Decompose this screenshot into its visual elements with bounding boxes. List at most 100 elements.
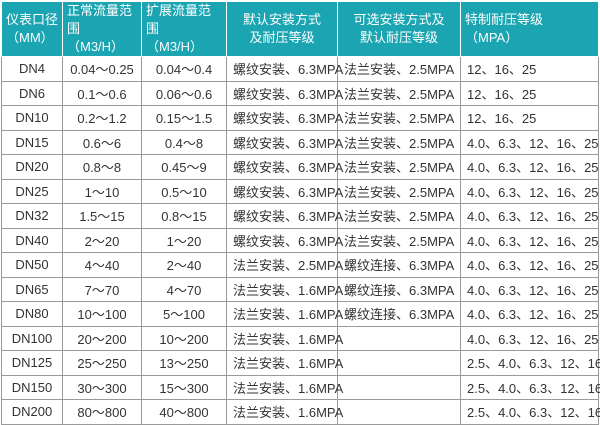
cell-normal-flow: 0.2～1.2 bbox=[62, 105, 142, 131]
table-row: DN50 4～40 2～40 法兰安装、2.5MPA 螺纹连接、6.3MPA 4.0、6.… bbox=[1, 252, 599, 278]
cell-default-install: 螺纹安装、6.3MPA bbox=[226, 105, 343, 131]
cell-special-pressure: 4.0、6.3、12、16、25 bbox=[460, 252, 599, 278]
header-line: （M3/H） bbox=[146, 39, 204, 54]
cell-default-install: 螺纹安装、6.3MPA bbox=[226, 178, 343, 204]
cell-optional-install bbox=[337, 350, 461, 376]
cell-optional-install: 螺纹连接、6.3MPA bbox=[337, 252, 461, 278]
header-line: 扩展流量范围 bbox=[146, 3, 212, 36]
cell-default-install: 法兰安装、1.6MPA bbox=[226, 399, 343, 425]
cell-diameter: DN50 bbox=[1, 252, 63, 278]
header-line: 默认耐压等级 bbox=[359, 30, 438, 45]
cell-normal-flow: 0.1～0.6 bbox=[62, 80, 142, 106]
cell-default-install: 法兰安装、1.6MPA bbox=[226, 374, 343, 400]
cell-optional-install bbox=[337, 374, 461, 400]
cell-diameter: DN80 bbox=[1, 301, 63, 327]
cell-optional-install: 法兰安装、2.5MPA bbox=[337, 154, 461, 180]
header-line: 及耐压等级 bbox=[249, 30, 315, 45]
table-row: DN10 0.2～1.2 0.15～1.5 螺纹安装、6.3MPA 法兰安装、2.5MP… bbox=[1, 105, 599, 131]
cell-special-pressure: 2.5、4.0、6.3、12、16 bbox=[460, 350, 600, 376]
cell-special-pressure: 12、16、25 bbox=[460, 80, 599, 106]
cell-extended-flow: 0.04～0.4 bbox=[141, 56, 227, 82]
cell-normal-flow: 0.04～0.25 bbox=[62, 56, 142, 82]
table-row: DN65 7～70 4～70 法兰安装、1.6MPA 螺纹连接、6.3MPA 4.0、6.… bbox=[1, 276, 599, 302]
cell-diameter: DN10 bbox=[1, 105, 63, 131]
cell-normal-flow: 0.8～8 bbox=[62, 154, 142, 180]
cell-normal-flow: 1.5～15 bbox=[62, 203, 142, 229]
cell-special-pressure: 4.0、6.3、12、16、25 bbox=[460, 129, 599, 155]
cell-extended-flow: 10～200 bbox=[141, 325, 227, 351]
cell-normal-flow: 2～20 bbox=[62, 227, 142, 253]
cell-extended-flow: 13～250 bbox=[141, 350, 227, 376]
cell-extended-flow: 15～300 bbox=[141, 374, 227, 400]
cell-normal-flow: 1～10 bbox=[62, 178, 142, 204]
table-row: DN15 0.6～6 0.4～8 螺纹安装、6.3MPA 法兰安装、2.5MPA 4.0、… bbox=[1, 129, 599, 155]
cell-optional-install bbox=[337, 399, 461, 425]
header-line: 默认安装方式 bbox=[242, 12, 321, 27]
cell-default-install: 螺纹安装、6.3MPA bbox=[226, 227, 343, 253]
table-row: DN200 80～800 40～800 法兰安装、1.6MPA 2.5、4.0、6.3、… bbox=[1, 399, 600, 425]
cell-special-pressure: 4.0、6.3、12、16、25 bbox=[460, 301, 599, 327]
cell-special-pressure: 4.0、6.3、12、16、25 bbox=[460, 203, 599, 229]
cell-diameter: DN20 bbox=[1, 154, 63, 180]
table-row: DN4 0.04～0.25 0.04～0.4 螺纹安装、6.3MPA 法兰安装、2.5M… bbox=[1, 56, 599, 82]
cell-optional-install: 法兰安装、2.5MPA bbox=[337, 178, 461, 204]
cell-diameter: DN100 bbox=[1, 325, 63, 351]
header-normal-flow: 正常流量范围 （M3/H） bbox=[62, 1, 142, 57]
cell-diameter: DN25 bbox=[1, 178, 63, 204]
table-row: DN6 0.1～0.6 0.06～0.6 螺纹安装、6.3MPA 法兰安装、2.5MPA… bbox=[1, 80, 599, 106]
cell-special-pressure: 4.0、6.3、12、16、25 bbox=[460, 227, 599, 253]
cell-special-pressure: 4.0、6.3、12、16、25 bbox=[460, 276, 599, 302]
cell-normal-flow: 30～300 bbox=[62, 374, 142, 400]
header-line: 正常流量范围 bbox=[67, 3, 133, 36]
cell-extended-flow: 2～40 bbox=[141, 252, 227, 278]
cell-diameter: DN6 bbox=[1, 80, 63, 106]
cell-optional-install: 法兰安装、2.5MPA bbox=[337, 105, 461, 131]
cell-optional-install: 法兰安装、2.5MPA bbox=[337, 80, 461, 106]
header-special-pressure: 特制耐压等级 （MPA） bbox=[460, 1, 599, 57]
table-row: DN150 30～300 15～300 法兰安装、1.6MPA 2.5、4.0、6.3、… bbox=[1, 374, 600, 400]
header-line: （MPA） bbox=[465, 30, 519, 45]
header-default-install: 默认安装方式 及耐压等级 bbox=[226, 1, 338, 57]
cell-default-install: 螺纹安装、6.3MPA bbox=[226, 203, 343, 229]
cell-diameter: DN40 bbox=[1, 227, 63, 253]
cell-default-install: 法兰安装、2.5MPA bbox=[226, 252, 343, 278]
header-line: 特制耐压等级 bbox=[465, 12, 544, 27]
cell-default-install: 法兰安装、1.6MPA bbox=[226, 301, 343, 327]
cell-optional-install bbox=[337, 325, 461, 351]
cell-normal-flow: 80～800 bbox=[62, 399, 142, 425]
cell-diameter: DN150 bbox=[1, 374, 63, 400]
header-optional-install: 可选安装方式及 默认耐压等级 bbox=[337, 1, 461, 57]
cell-special-pressure: 4.0、6.3、12、16、25 bbox=[460, 154, 599, 180]
header-row: 仪表口径 （MM） 正常流量范围 （M3/H） 扩展流量范围 （M3/H） 默认安装方式 及耐… bbox=[1, 1, 599, 57]
cell-diameter: DN4 bbox=[1, 56, 63, 82]
cell-special-pressure: 12、16、25 bbox=[460, 56, 599, 82]
cell-special-pressure: 2.5、4.0、6.3、12、16 bbox=[460, 374, 600, 400]
cell-normal-flow: 4～40 bbox=[62, 252, 142, 278]
cell-optional-install: 螺纹连接、6.3MPA bbox=[337, 276, 461, 302]
cell-optional-install: 法兰安装、2.5MPA bbox=[337, 227, 461, 253]
cell-diameter: DN65 bbox=[1, 276, 63, 302]
cell-extended-flow: 0.8～15 bbox=[141, 203, 227, 229]
cell-special-pressure: 2.5、4.0、6.3、12、16 bbox=[460, 399, 600, 425]
cell-default-install: 法兰安装、1.6MPA bbox=[226, 325, 343, 351]
cell-extended-flow: 1～20 bbox=[141, 227, 227, 253]
cell-extended-flow: 0.15～1.5 bbox=[141, 105, 227, 131]
cell-default-install: 法兰安装、1.6MPA bbox=[226, 276, 343, 302]
table-row: DN25 1～10 0.5～10 螺纹安装、6.3MPA 法兰安装、2.5MPA 4.0、… bbox=[1, 178, 599, 204]
cell-default-install: 螺纹安装、6.3MPA bbox=[226, 80, 343, 106]
header-line: 可选安装方式及 bbox=[353, 12, 445, 27]
cell-diameter: DN15 bbox=[1, 129, 63, 155]
cell-default-install: 法兰安装、1.6MPA bbox=[226, 350, 343, 376]
table-row: DN100 20～200 10～200 法兰安装、1.6MPA 4.0、6.3、12、1… bbox=[1, 325, 599, 351]
cell-extended-flow: 0.5～10 bbox=[141, 178, 227, 204]
header-extended-flow: 扩展流量范围 （M3/H） bbox=[141, 1, 227, 57]
cell-special-pressure: 12、16、25 bbox=[460, 105, 599, 131]
cell-normal-flow: 0.6～6 bbox=[62, 129, 142, 155]
cell-diameter: DN200 bbox=[1, 399, 63, 425]
header-line: 仪表口径 bbox=[6, 12, 59, 27]
table-row: DN32 1.5～15 0.8～15 螺纹安装、6.3MPA 法兰安装、2.5MPA 4.… bbox=[1, 203, 599, 229]
header-diameter: 仪表口径 （MM） bbox=[1, 1, 63, 57]
cell-normal-flow: 7～70 bbox=[62, 276, 142, 302]
cell-optional-install: 法兰安装、2.5MPA bbox=[337, 129, 461, 155]
